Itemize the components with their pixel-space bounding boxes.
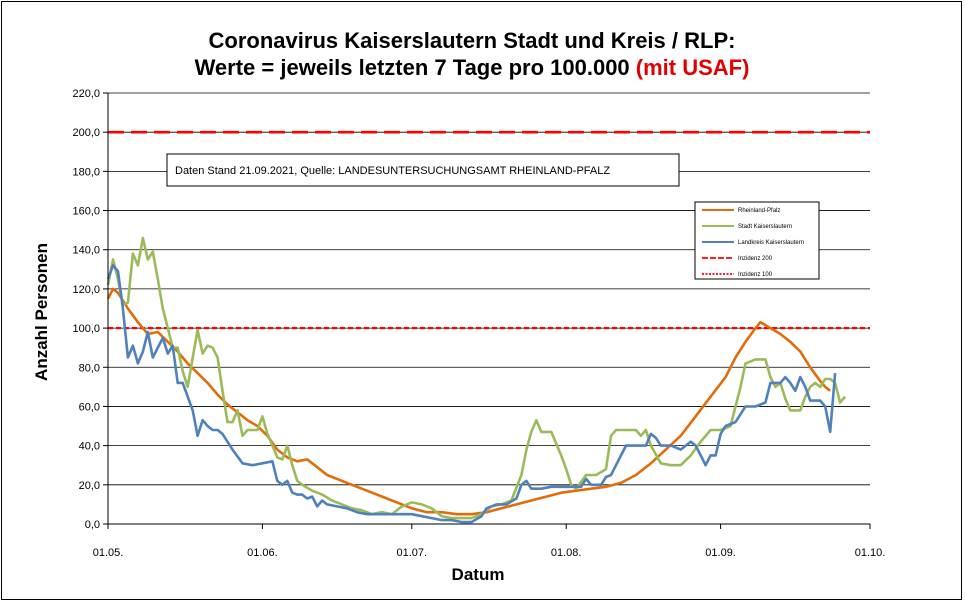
y-tick-label: 120,0: [72, 284, 100, 296]
legend-entry-landkreis-kaiserslautern: Landkreis Kaiserslautern: [702, 240, 804, 246]
legend-entry-inzidenz-100: Inzidenz 100: [702, 272, 773, 278]
legend-label: Landkreis Kaiserslautern: [738, 240, 804, 246]
y-tick-label: 0,0: [85, 519, 100, 531]
reference-lines: [108, 130, 870, 330]
source-note: Daten Stand 21.09.2021, Quelle: LANDESUN…: [166, 153, 680, 187]
x-tick-label: 01.07.: [397, 547, 428, 559]
y-tick-label: 100,0: [72, 323, 100, 335]
legend-entry-stadt-kaiserslautern: Stadt Kaiserslautern: [702, 224, 792, 230]
source-note-text: Daten Stand 21.09.2021, Quelle: LANDESUN…: [175, 165, 610, 177]
axes: [107, 93, 870, 525]
y-tick-label: 220,0: [72, 88, 100, 100]
chart-title-line2: Werte = jeweils letzten 7 Tage pro 100.0…: [195, 55, 750, 80]
x-tick-label: 01.05.: [93, 547, 124, 559]
x-axis-label: Datum: [452, 565, 505, 584]
y-tick-label: 20,0: [79, 480, 100, 492]
x-tick-label: 01.06.: [247, 547, 278, 559]
y-tick-label: 80,0: [79, 362, 100, 374]
y-tick-label: 160,0: [72, 206, 100, 218]
legend-entry-rheinland-pfalz: Rheinland-Pfalz: [702, 208, 780, 214]
x-tick-label: 01.09.: [705, 547, 736, 559]
source-note-box: [166, 153, 680, 187]
chart-title-line2-prefix: Werte = jeweils letzten 7 Tage pro 100.0…: [195, 55, 636, 80]
x-axis-ticks: 01.05. 01.06. 01.07. 01.08. 01.09. 01.10.: [93, 524, 886, 559]
x-tick-label: 01.08.: [551, 547, 582, 559]
legend-box: [694, 201, 820, 280]
y-axis-ticks: 0,0 20,0 40,0 60,0 80,0 100,0 120,0 140,0 160,0 1…: [72, 88, 108, 531]
series-line-stadt-kaiserslautern: [106, 236, 847, 520]
x-tick-label: 01.10.: [855, 547, 886, 559]
legend-label: Stadt Kaiserslautern: [738, 224, 792, 230]
y-tick-label: 40,0: [79, 441, 100, 453]
chart-title-line1: Coronavirus Kaiserslautern Stadt und Kre…: [209, 28, 736, 53]
y-tick-label: 180,0: [72, 166, 100, 178]
y-tick-label: 60,0: [79, 401, 100, 413]
legend-entry-inzidenz-200: Inzidenz 200: [702, 256, 773, 262]
series-line-rheinland-pfalz: [106, 287, 831, 516]
grid: [108, 92, 870, 486]
y-tick-label: 200,0: [72, 127, 100, 139]
y-tick-label: 140,0: [72, 245, 100, 257]
series-line-landkreis-kaiserslautern: [106, 264, 837, 524]
series-lines: [106, 236, 847, 524]
legend-label: Rheinland-Pfalz: [738, 208, 780, 214]
legend-label: Inzidenz 100: [738, 272, 773, 278]
y-axis-label: Anzahl Personen: [32, 243, 51, 381]
chart-title-line2-highlight: (mit USAF): [636, 55, 750, 80]
legend: Rheinland-Pfalz Stadt Kaiserslautern Landk…: [694, 201, 820, 280]
legend-label: Inzidenz 200: [738, 256, 773, 262]
